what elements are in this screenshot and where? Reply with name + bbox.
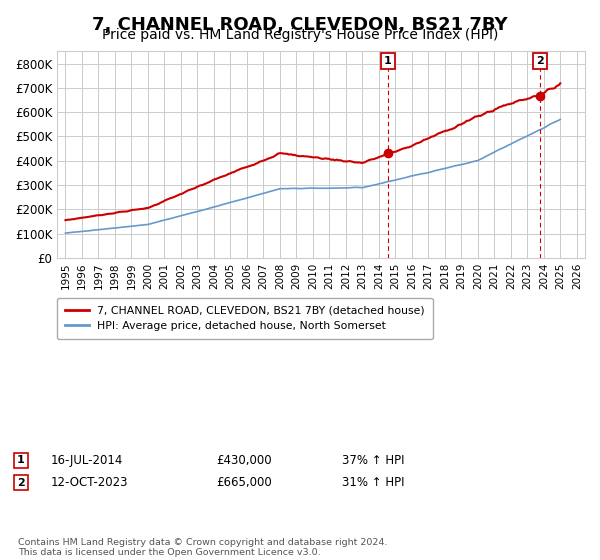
Text: Contains HM Land Registry data © Crown copyright and database right 2024.
This d: Contains HM Land Registry data © Crown c… — [18, 538, 388, 557]
Text: £430,000: £430,000 — [216, 454, 272, 467]
Text: 16-JUL-2014: 16-JUL-2014 — [51, 454, 124, 467]
Text: 2: 2 — [17, 478, 25, 488]
Text: 2: 2 — [536, 56, 544, 66]
Text: 12-OCT-2023: 12-OCT-2023 — [51, 476, 128, 489]
Text: 37% ↑ HPI: 37% ↑ HPI — [342, 454, 404, 467]
Text: 31% ↑ HPI: 31% ↑ HPI — [342, 476, 404, 489]
Text: Price paid vs. HM Land Registry's House Price Index (HPI): Price paid vs. HM Land Registry's House … — [102, 28, 498, 42]
Legend: 7, CHANNEL ROAD, CLEVEDON, BS21 7BY (detached house), HPI: Average price, detach: 7, CHANNEL ROAD, CLEVEDON, BS21 7BY (det… — [57, 298, 433, 339]
Text: 1: 1 — [17, 455, 25, 465]
Text: £665,000: £665,000 — [216, 476, 272, 489]
Text: 1: 1 — [384, 56, 392, 66]
Text: 7, CHANNEL ROAD, CLEVEDON, BS21 7BY: 7, CHANNEL ROAD, CLEVEDON, BS21 7BY — [92, 16, 508, 34]
